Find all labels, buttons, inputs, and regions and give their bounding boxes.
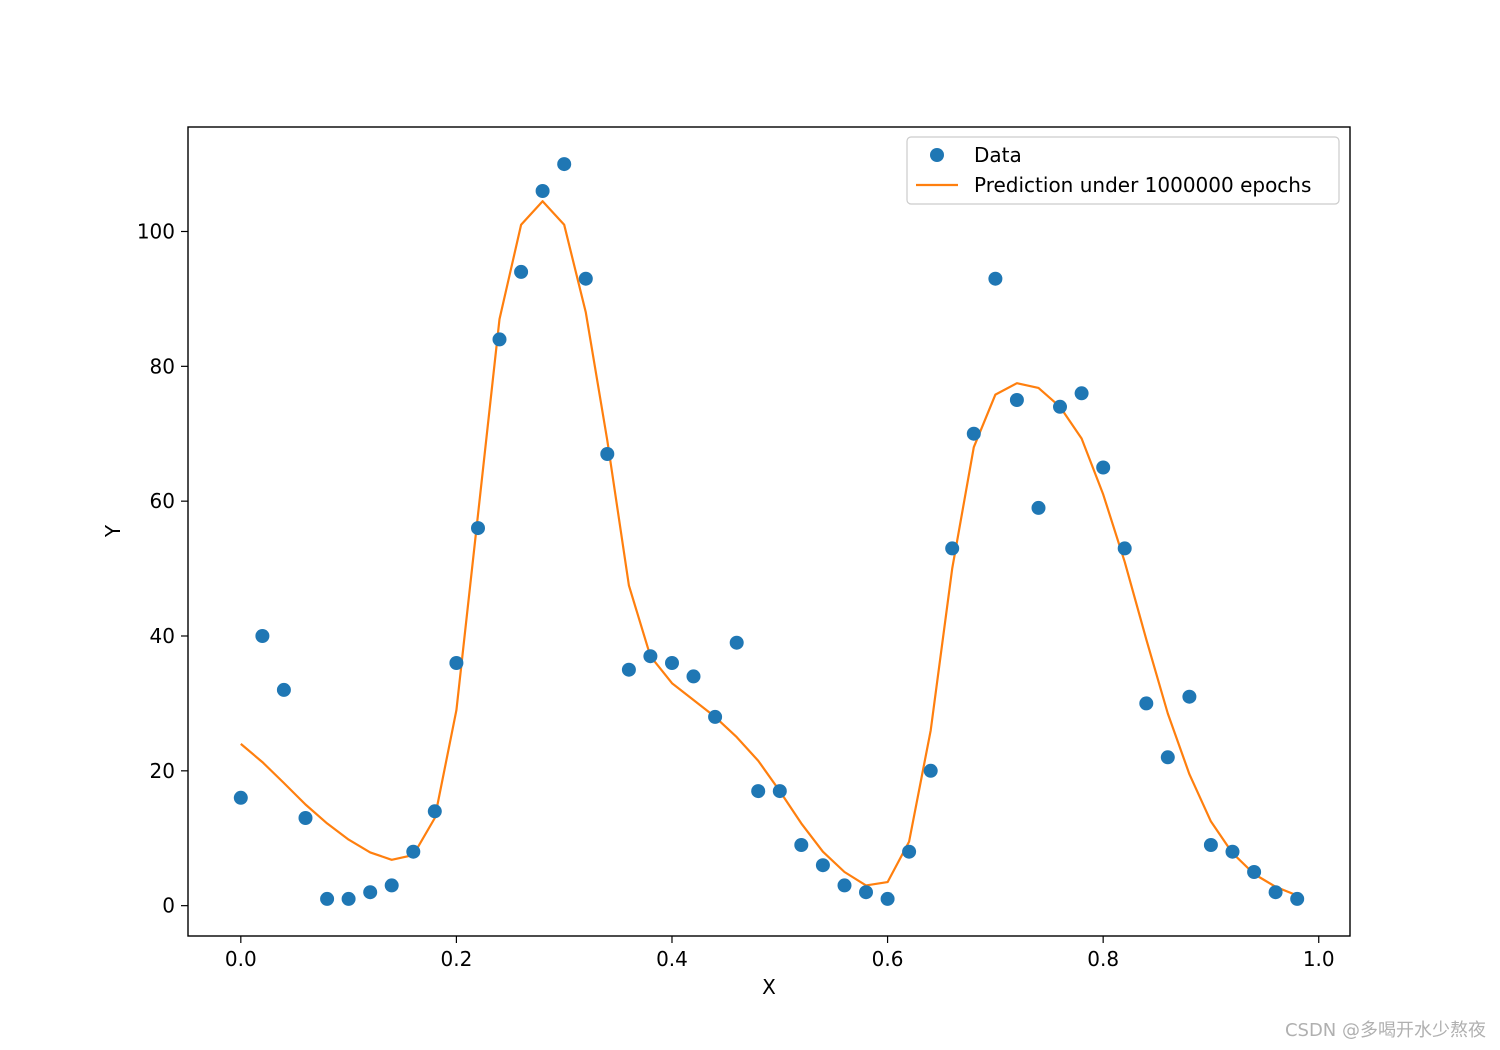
y-tick-label: 80: [150, 354, 175, 378]
y-tick-label: 60: [150, 489, 175, 513]
data-point: [341, 891, 356, 906]
y-tick-label: 0: [162, 894, 175, 918]
data-point: [966, 426, 981, 441]
data-point: [772, 784, 787, 799]
data-point: [384, 878, 399, 893]
data-point: [276, 682, 291, 697]
y-axis: 0 20 40 60 80 100: [137, 219, 188, 918]
x-axis: 0.0 0.2 0.4 0.6 0.8 1.0: [225, 936, 1335, 971]
data-point: [600, 447, 615, 461]
data-point: [686, 669, 701, 684]
data-point: [557, 157, 572, 172]
data-point: [363, 885, 378, 900]
data-point: [815, 858, 830, 873]
y-tick-label: 20: [150, 759, 175, 783]
data-point: [923, 763, 938, 778]
data-point: [449, 656, 464, 670]
data-point: [1247, 865, 1262, 879]
legend-box: [906, 136, 1340, 205]
data-point: [1268, 885, 1283, 900]
plot-frame: [187, 126, 1351, 937]
watermark: CSDN @多喝开水少熬夜: [1284, 1020, 1486, 1041]
data-point: [1160, 750, 1175, 765]
x-tick-label: 0.0: [225, 947, 257, 971]
data-point: [471, 521, 485, 536]
data-point: [837, 878, 852, 893]
data-point: [233, 790, 248, 805]
data-point: [406, 844, 421, 859]
legend-marker-data: [930, 148, 944, 162]
y-tick-label: 100: [137, 219, 175, 243]
prediction-line: [240, 200, 1298, 897]
data-point: [427, 804, 442, 819]
data-point: [320, 891, 335, 906]
data-point: [1053, 399, 1067, 414]
data-point: [1290, 891, 1305, 906]
data-point: [945, 541, 960, 556]
data-point: [578, 271, 593, 286]
data-point: [1117, 541, 1132, 556]
data-point: [621, 662, 636, 677]
data-point: [988, 271, 1003, 286]
data-point: [1203, 838, 1218, 852]
data-point: [298, 811, 313, 825]
x-tick-label: 0.6: [872, 947, 904, 971]
x-tick-label: 1.0: [1303, 947, 1335, 971]
legend-label-prediction: Prediction under 1000000 epochs: [974, 173, 1311, 197]
x-tick-label: 0.4: [656, 947, 688, 971]
data-point: [794, 838, 809, 852]
x-tick-label: 0.8: [1087, 947, 1119, 971]
data-point: [665, 656, 679, 670]
data-point: [492, 332, 507, 347]
y-axis-title: Y: [101, 524, 125, 538]
data-point: [902, 844, 917, 859]
y-tick-label: 40: [150, 624, 175, 648]
data-point: [535, 184, 550, 198]
data-point: [1225, 844, 1240, 859]
data-point: [729, 635, 744, 650]
data-point: [255, 629, 270, 643]
data-point: [1009, 393, 1024, 407]
data-point: [1182, 689, 1197, 704]
data-point: [1096, 460, 1111, 475]
x-tick-label: 0.2: [440, 947, 472, 971]
data-point: [1139, 696, 1154, 711]
legend: Data Prediction under 1000000 epochs: [906, 136, 1340, 205]
data-point: [708, 709, 723, 724]
legend-label-data: Data: [974, 143, 1022, 167]
x-axis-title: X: [762, 975, 776, 999]
data-point: [880, 891, 895, 906]
plot-marks: [233, 157, 1305, 906]
data-point: [643, 649, 658, 664]
data-point: [751, 784, 766, 799]
data-point: [1074, 386, 1089, 401]
data-point: [859, 885, 873, 900]
data-point: [1031, 500, 1046, 515]
data-point: [514, 264, 529, 279]
